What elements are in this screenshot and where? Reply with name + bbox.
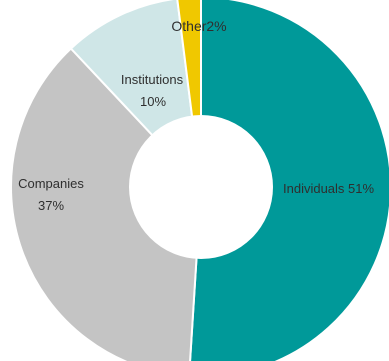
label-institutions-name: Institutions xyxy=(121,72,184,87)
label-companies-name: Companies xyxy=(18,176,84,191)
label-individuals: Individuals 51% xyxy=(283,181,374,196)
slice-companies xyxy=(10,47,203,361)
label-institutions-value: 10% xyxy=(140,94,166,109)
label-other: Other2% xyxy=(171,18,226,34)
label-companies-value: 37% xyxy=(38,198,64,213)
slice-individuals xyxy=(189,0,389,361)
slice-other xyxy=(176,0,202,188)
donut-hole xyxy=(129,115,273,259)
